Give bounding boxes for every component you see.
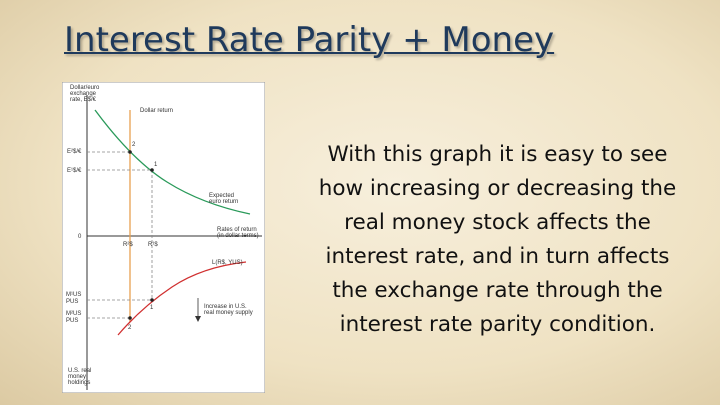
origin-label: 0 (78, 234, 82, 240)
body-line: interest rate parity condition. (339, 312, 656, 337)
slide-title: Interest Rate Parity + Money (64, 20, 555, 60)
dollar-return-label: Dollar return (140, 108, 173, 114)
rates-of-return-label: Rates of return (217, 227, 257, 233)
point-label: 1 (154, 162, 158, 168)
point (150, 168, 154, 172)
arrowhead (195, 316, 201, 322)
body-line: real money stock affects the (344, 210, 651, 235)
y-axis-label: exchange (70, 91, 97, 97)
body-line: interest rate, and in turn affects (325, 244, 670, 269)
point-label: 2 (132, 142, 136, 148)
r2-label: R²$ (123, 242, 133, 248)
increase-label: real money supply (204, 310, 253, 316)
point-label: 1 (150, 305, 154, 311)
figure: Dollar/euro exchange rate, E$/€ Dollar r… (62, 82, 265, 393)
point-label: 2 (128, 325, 132, 331)
m1-label: M¹US (66, 292, 81, 298)
m2-label: M²US (66, 311, 81, 317)
money-demand-curve (117, 261, 247, 336)
figure-frame (62, 82, 265, 393)
m2-label: PUS (66, 318, 78, 324)
e1-label: E¹$/€ (67, 168, 82, 174)
body-line: the exchange rate through the (332, 278, 663, 303)
e2-label: E²$/€ (67, 149, 82, 155)
increase-label: Increase in U.S. (204, 304, 247, 310)
expected-euro-return-curve (94, 109, 251, 215)
money-demand-label: L(R$, YUS) (212, 260, 243, 266)
expected-euro-return-label: euro return (209, 199, 238, 205)
point (128, 150, 132, 154)
y-axis-label: Dollar/euro (70, 85, 100, 91)
rates-of-return-label: (in dollar terms) (217, 233, 259, 239)
body-line: With this graph it is easy to see (327, 142, 668, 167)
point (150, 298, 154, 302)
holdings-label: money (68, 374, 86, 380)
holdings-label: holdings (68, 380, 90, 386)
slide-body: With this graph it is easy to see how inc… (300, 138, 695, 342)
r1-label: R¹$ (148, 242, 158, 248)
expected-euro-return-label: Expected (209, 193, 234, 199)
body-line: how increasing or decreasing the (318, 176, 677, 201)
point (128, 316, 132, 320)
holdings-label: U.S. real (68, 368, 91, 374)
m1-label: PUS (66, 299, 78, 305)
y-axis-label: rate, E$/€ (70, 97, 97, 103)
